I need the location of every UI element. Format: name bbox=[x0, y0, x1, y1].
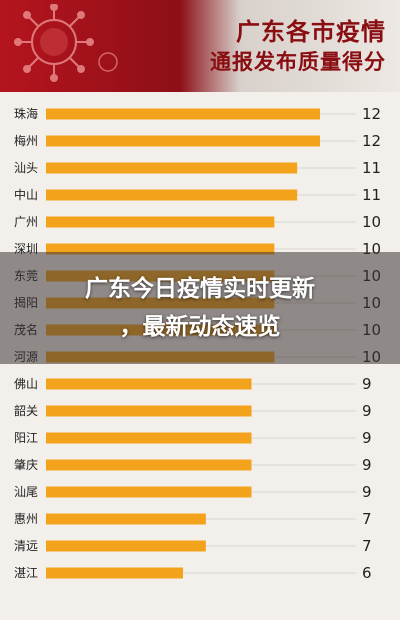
chart-title-line1: 广东各市疫情 bbox=[236, 18, 386, 46]
chart-title-line2: 通报发布质量得分 bbox=[210, 50, 386, 74]
value-label: 6 bbox=[362, 564, 372, 582]
virus-icon bbox=[14, 4, 118, 82]
category-label: 广州 bbox=[14, 215, 38, 229]
headline-text: 广东今日疫情实时更新 ，最新动态速览 bbox=[0, 270, 400, 346]
value-label: 9 bbox=[362, 402, 372, 420]
headline-overlay bbox=[0, 252, 400, 364]
category-label: 珠海 bbox=[14, 106, 38, 121]
bar bbox=[46, 513, 206, 525]
category-label: 韶关 bbox=[14, 403, 38, 418]
value-label: 9 bbox=[362, 429, 372, 447]
bar bbox=[46, 432, 252, 444]
bar bbox=[46, 135, 320, 147]
category-label: 惠州 bbox=[14, 512, 38, 526]
value-label: 12 bbox=[362, 105, 381, 123]
bar bbox=[46, 162, 298, 174]
headline-line1: 广东今日疫情实时更新 bbox=[85, 276, 315, 302]
category-label: 佛山 bbox=[14, 377, 38, 391]
category-label: 汕尾 bbox=[14, 485, 38, 499]
value-label: 10 bbox=[362, 213, 381, 231]
value-label: 7 bbox=[362, 510, 372, 528]
value-label: 9 bbox=[362, 483, 372, 501]
bar bbox=[46, 405, 252, 417]
value-label: 11 bbox=[362, 186, 381, 204]
bar bbox=[46, 108, 320, 120]
bar bbox=[46, 486, 252, 498]
category-label: 中山 bbox=[14, 187, 38, 202]
bar bbox=[46, 243, 275, 255]
category-label: 阳江 bbox=[14, 431, 38, 445]
bar bbox=[46, 567, 183, 579]
bar bbox=[46, 216, 275, 228]
value-label: 9 bbox=[362, 375, 372, 393]
category-label: 肇庆 bbox=[14, 457, 38, 472]
category-label: 汕头 bbox=[14, 161, 38, 175]
bar bbox=[46, 459, 252, 471]
value-label: 7 bbox=[362, 537, 372, 555]
headline-line2: ，最新动态速览 bbox=[119, 314, 281, 340]
value-label: 9 bbox=[362, 456, 372, 474]
bar bbox=[46, 378, 252, 390]
bar bbox=[46, 540, 206, 552]
category-label: 清远 bbox=[14, 539, 38, 553]
category-label: 湛江 bbox=[14, 566, 38, 580]
value-label: 12 bbox=[362, 132, 381, 150]
bar bbox=[46, 189, 298, 201]
category-label: 梅州 bbox=[14, 133, 38, 148]
chart-header: 广东各市疫情 通报发布质量得分 bbox=[0, 0, 400, 92]
value-label: 11 bbox=[362, 159, 381, 177]
